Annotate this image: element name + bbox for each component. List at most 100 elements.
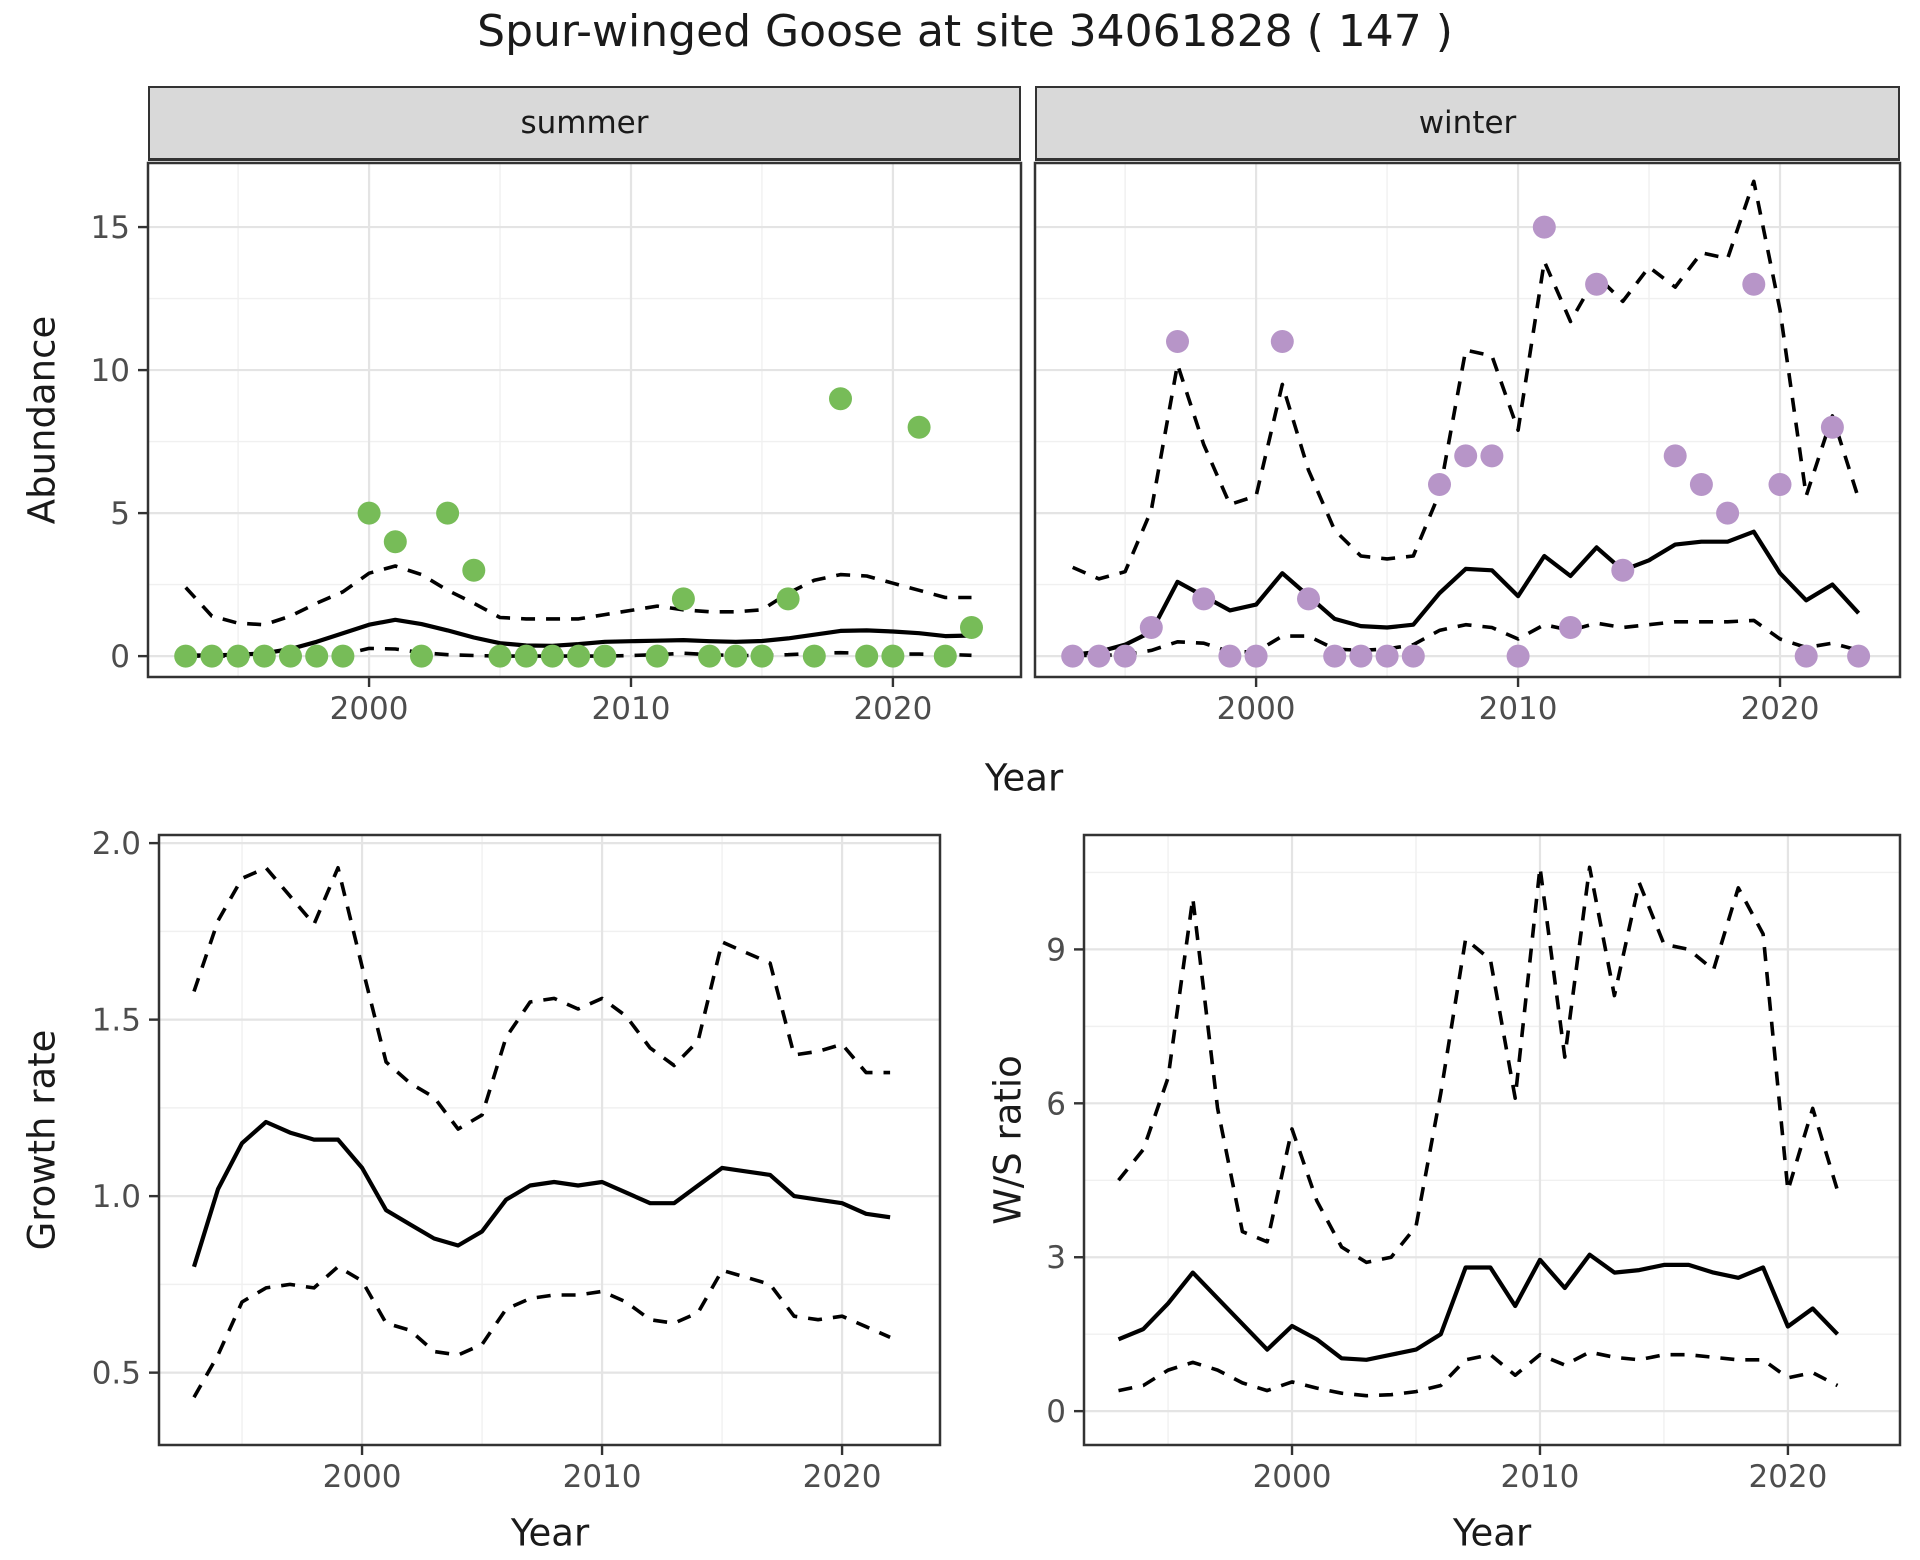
data-point — [645, 644, 669, 668]
gridlines-minor — [1084, 835, 1900, 1445]
y-tick-label: 1.0 — [92, 1179, 141, 1215]
data-point — [1716, 501, 1740, 525]
lower-ci-line — [1118, 1350, 1839, 1398]
panel-border — [1033, 161, 1902, 679]
data-point — [1454, 444, 1478, 468]
data-point — [462, 558, 486, 582]
data-point — [1139, 616, 1163, 639]
x-axis-label-year-top: Year — [984, 756, 1064, 800]
upper-ci-line — [184, 564, 972, 627]
data-point — [724, 644, 748, 668]
y-tick-label: 0 — [110, 639, 130, 675]
data-point — [1611, 558, 1635, 582]
x-tick-label: 2020 — [803, 1459, 882, 1495]
data-point — [383, 530, 407, 554]
data-point — [1113, 644, 1137, 668]
data-point — [1768, 473, 1792, 496]
data-point — [540, 644, 564, 668]
data-point — [1087, 644, 1111, 668]
data-point — [305, 644, 329, 668]
data-point — [226, 644, 250, 668]
data-point — [1401, 644, 1425, 668]
upper-ci-line — [1071, 179, 1861, 581]
x-tick-label: 2020 — [853, 691, 932, 727]
x-tick-label: 2000 — [323, 1459, 402, 1495]
x-axis-label-year-bottom-right: Year — [1452, 1511, 1532, 1555]
y-tick-label: 1.5 — [92, 1003, 141, 1039]
data-point — [1166, 330, 1189, 353]
x-tick-label: 2010 — [1479, 691, 1558, 727]
data-point — [1375, 644, 1399, 668]
gridlines-minor — [148, 163, 1021, 677]
y-axis-label-abundance: Abundance — [20, 315, 64, 525]
y-axis-label-ws-ratio: W/S ratio — [986, 1055, 1030, 1225]
panel-border — [146, 161, 1023, 679]
data-point — [514, 644, 538, 668]
axis-ticks: 2000 2010 2020 0 5 10 15 — [91, 210, 933, 727]
y-tick-label: 0 — [1046, 1394, 1066, 1430]
mean-line — [191, 1119, 891, 1268]
panel-abundance-winter: 2000 2010 2020 — [1033, 161, 1902, 727]
data-point — [1689, 473, 1713, 496]
data-point — [174, 644, 198, 668]
data-point — [1192, 587, 1216, 611]
data-point — [1506, 644, 1530, 668]
upper-ci-line — [1117, 865, 1840, 1265]
y-axis-label-growth-rate: Growth rate — [20, 1029, 64, 1251]
y-tick-label: 0.5 — [92, 1356, 141, 1392]
data-point — [1061, 644, 1085, 668]
data-point — [881, 644, 905, 668]
x-tick-label: 2010 — [1501, 1459, 1580, 1495]
x-tick-label: 2010 — [563, 1459, 642, 1495]
data-point — [1663, 444, 1687, 468]
data-point — [1847, 644, 1871, 668]
x-tick-label: 2000 — [1217, 691, 1296, 727]
panel-border — [1082, 833, 1902, 1447]
data-point — [593, 644, 617, 668]
data-point — [1585, 272, 1609, 296]
axis-ticks: 2000 2010 2020 0.5 1.0 1.5 2.0 — [92, 826, 882, 1495]
panel-growth-rate: 2000 2010 2020 0.5 1.0 1.5 2.0 — [92, 826, 942, 1495]
data-point — [1244, 644, 1268, 668]
panel-border — [157, 833, 942, 1447]
panel-abundance-summer: 2000 2010 2020 0 5 10 15 — [91, 161, 1023, 727]
y-tick-label: 9 — [1046, 932, 1066, 968]
observed-points — [174, 387, 983, 668]
data-point — [1794, 644, 1818, 668]
data-point — [776, 587, 800, 611]
facet-strip-summer: summer — [148, 86, 1021, 161]
data-point — [279, 644, 302, 668]
facet-strip-winter-label: winter — [1418, 105, 1517, 141]
data-point — [200, 644, 224, 668]
x-tick-label: 2000 — [330, 691, 409, 727]
data-point — [1480, 444, 1504, 468]
facet-strip-winter: winter — [1035, 86, 1900, 161]
data-point — [1742, 272, 1766, 296]
panel-ws-ratio: 2000 2010 2020 0 3 6 9 — [1046, 833, 1902, 1495]
data-point — [671, 587, 695, 611]
data-point — [933, 644, 957, 668]
facet-strip-summer-label: summer — [520, 105, 649, 141]
mean-line — [1117, 1252, 1840, 1362]
chart-title: Spur-winged Goose at site 34061828 ( 147… — [477, 6, 1453, 57]
data-point — [960, 616, 983, 639]
mean-line — [185, 617, 972, 658]
y-tick-label: 3 — [1046, 1240, 1066, 1276]
data-point — [802, 644, 826, 668]
data-point — [855, 644, 879, 668]
data-point — [1349, 644, 1373, 668]
data-point — [436, 501, 460, 525]
lower-ci-line — [1072, 618, 1860, 658]
data-point — [698, 644, 722, 668]
gridlines-minor — [159, 835, 940, 1445]
data-point — [750, 644, 774, 668]
x-tick-label: 2020 — [1748, 1459, 1827, 1495]
data-point — [1559, 616, 1582, 639]
x-tick-label: 2020 — [1741, 691, 1820, 727]
axis-ticks: 2000 2010 2020 — [1217, 677, 1820, 727]
lower-ci-line — [192, 1264, 891, 1399]
x-tick-label: 2000 — [1253, 1459, 1332, 1495]
data-point — [1270, 330, 1294, 353]
